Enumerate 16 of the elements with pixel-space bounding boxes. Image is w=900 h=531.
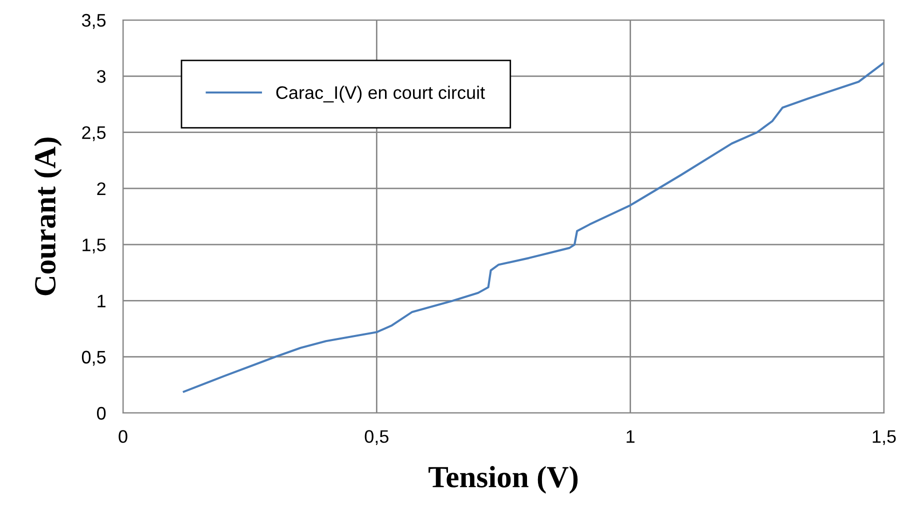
y-tick-label: 2,5: [82, 126, 106, 142]
x-tick-label: 0,5: [364, 430, 388, 446]
y-tick-label: 3: [96, 70, 106, 83]
line-series: [182, 62, 884, 393]
x-tick-label: 1: [626, 430, 634, 443]
y-tick-label: 1,5: [82, 238, 106, 254]
x-tick-label: 0: [118, 430, 128, 443]
y-tick-label: 0,5: [82, 350, 106, 366]
x-tick-label: 1,5: [872, 430, 896, 446]
legend-label: Carac_I(V) en court circuit: [276, 86, 485, 103]
y-tick-label: 2: [97, 182, 106, 195]
x-axis-title: Tension (V): [428, 466, 578, 494]
y-tick-label: 3,5: [82, 14, 106, 29]
y-tick-label: 0: [97, 406, 106, 420]
y-axis-title: Courant (A): [34, 138, 62, 296]
y-tick-label: 1: [98, 294, 106, 308]
